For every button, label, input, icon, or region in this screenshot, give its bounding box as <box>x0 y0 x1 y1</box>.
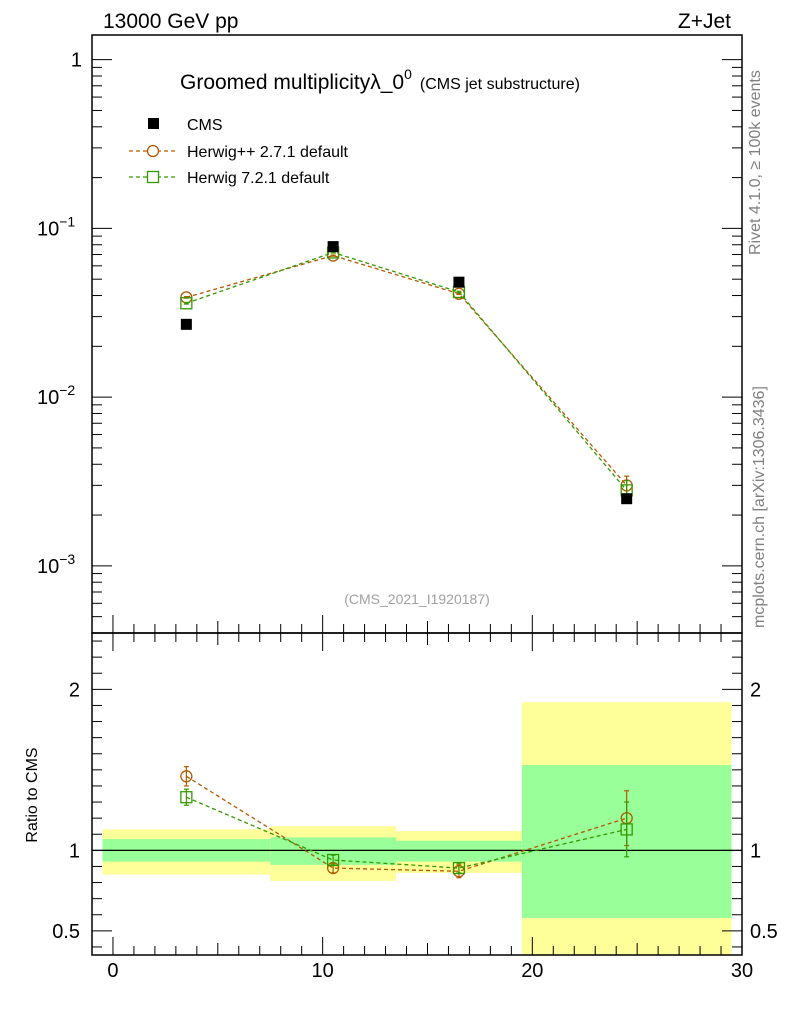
plot-title-superscript: 0 <box>404 66 412 82</box>
legend-marker-cms <box>148 118 159 129</box>
main-y-tick-label-3: 10−3 <box>37 551 75 578</box>
legend-marker-herwig7 <box>146 170 160 184</box>
process-label: Z+Jet <box>678 10 731 33</box>
ratio-plot-frame <box>91 632 743 956</box>
ratio-herwigpp-line <box>186 775 627 872</box>
ratio-uncertainty-bands <box>102 702 732 955</box>
ratio-herwig7-point-1 <box>326 853 340 867</box>
main-herwig7-line <box>186 251 628 491</box>
ratio-x-tick-label-2: 20 <box>521 960 543 982</box>
mcplots-label: mcplots.cern.ch [arXiv:1306.3436] <box>751 386 768 628</box>
legend-label-herwig7: Herwig 7.2.1 default <box>187 170 330 187</box>
ratio-y-tick-label-right-0: 0.5 <box>750 921 778 943</box>
main-plot-marks <box>180 241 633 505</box>
ratio-y-tick-label-left-2: 2 <box>69 679 80 701</box>
ratio-herwig7-line <box>186 796 627 869</box>
ratio-x-tick-label-0: 0 <box>107 960 118 982</box>
ratio-herwigpp-point-0 <box>180 770 193 783</box>
ratio-y-tick-label-right-1: 1 <box>750 840 761 862</box>
main-cms-point-1 <box>327 241 339 253</box>
axes-frames <box>91 34 743 956</box>
main-cms-point-0 <box>180 318 192 330</box>
analysis-watermark: (CMS_2021_I1920187) <box>344 591 490 607</box>
main-y-tick-label-0: 1 <box>71 50 82 72</box>
plot-title-sub: (CMS jet substructure) <box>420 76 580 93</box>
legend-label-cms: CMS <box>187 117 223 134</box>
ratio-herwig7-point-3 <box>620 823 633 836</box>
plot-title: Groomed multiplicityλ_00 (CMS jet substru… <box>180 66 580 94</box>
plot-title-main: Groomed multiplicityλ_0 <box>180 71 404 94</box>
legend-label-herwigpp: Herwig++ 2.7.1 default <box>187 144 349 161</box>
ratio-x-tick-label-1: 10 <box>312 960 334 982</box>
ratio-herwig7-point-2 <box>452 861 466 875</box>
main-y-tick-label-1: 10−1 <box>37 213 75 240</box>
legend: CMS Herwig++ 2.7.1 default Herwig 7.2.1 … <box>129 117 349 187</box>
ratio-herwig7-point-0 <box>180 791 193 804</box>
ratio-x-tick-label-3: 30 <box>731 960 753 982</box>
ratio-axis-label: Ratio to CMS <box>24 747 41 842</box>
ratio-band-inner-2 <box>396 840 522 862</box>
main-cms-point-2 <box>453 276 465 288</box>
ratio-y-tick-label-right-2: 2 <box>750 679 761 701</box>
legend-marker-herwigpp <box>146 144 160 158</box>
ratio-y-tick-label-left-0: 0.5 <box>52 921 80 943</box>
main-herwigpp-line <box>186 254 628 486</box>
main-y-tick-label-2: 10−2 <box>37 382 75 409</box>
energy-label: 13000 GeV pp <box>103 10 238 33</box>
main-herwig7-point-0 <box>180 297 193 310</box>
ratio-y-tick-label-left-1: 1 <box>69 840 80 862</box>
rivet-version-label: Rivet 4.1.0, ≥ 100k events <box>747 70 764 255</box>
ratio-plot-marks <box>180 766 633 879</box>
tick-labels: 1 10−1 10−2 10−3 0 10 20 30 0.5 0.5 1 1 2 2 <box>37 50 778 982</box>
axis-ticks <box>92 59 743 955</box>
main-cms-point-3 <box>621 493 633 505</box>
